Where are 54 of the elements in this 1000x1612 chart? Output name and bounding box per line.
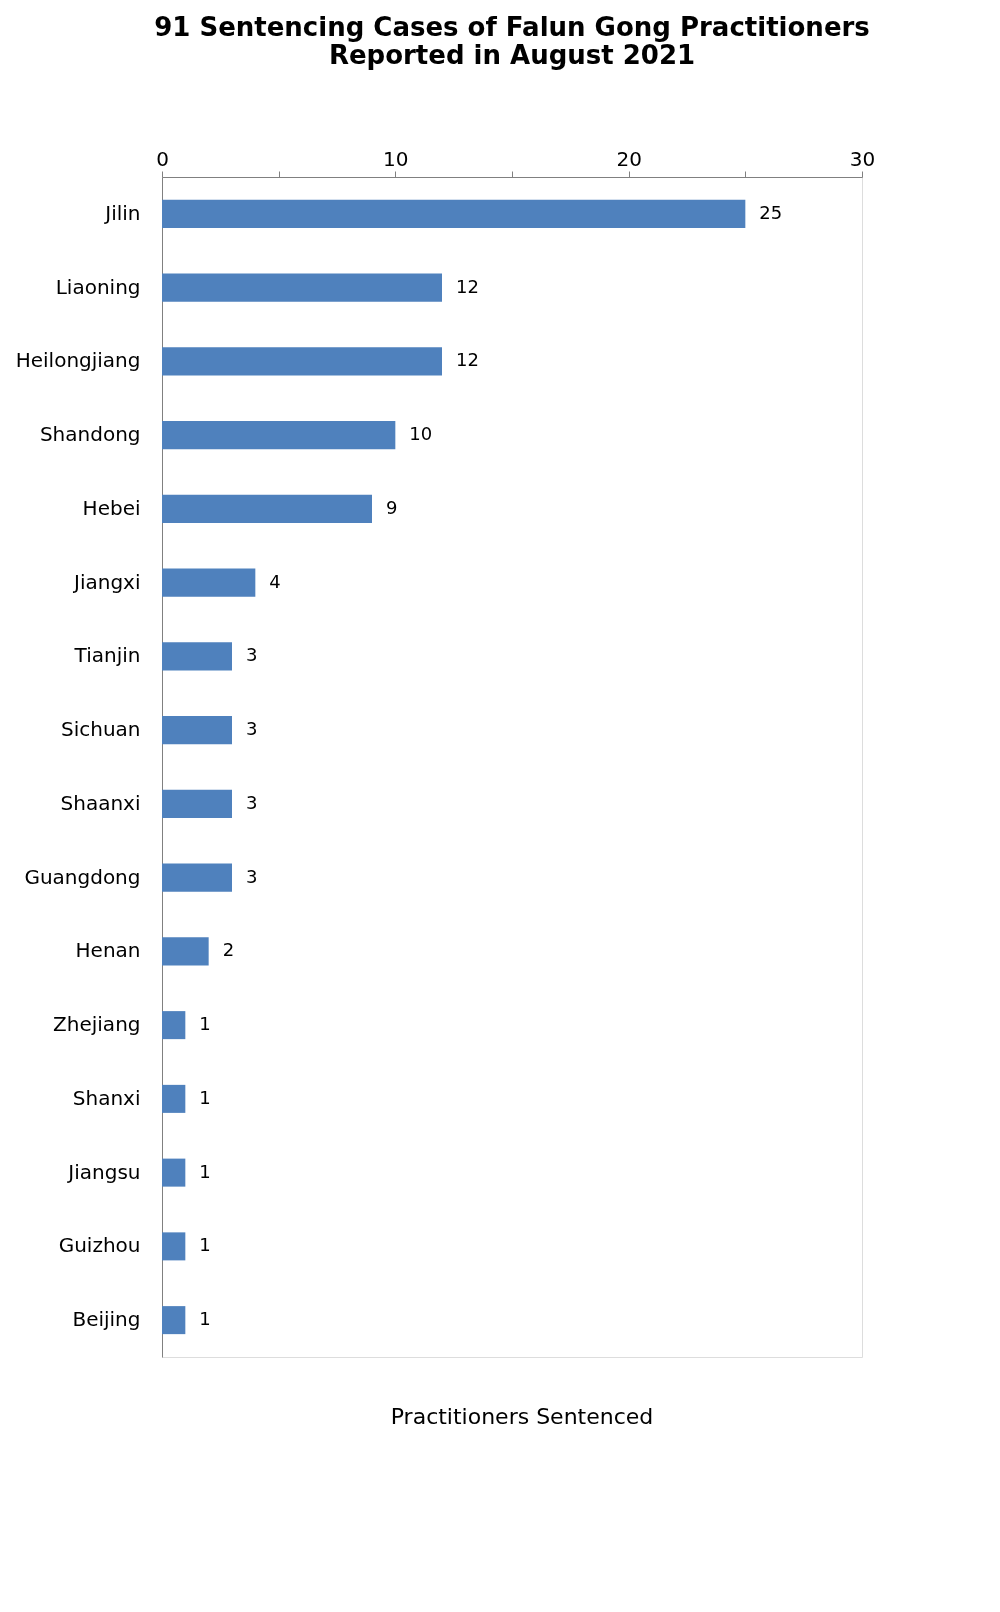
y-tick-label: Beijing bbox=[72, 1307, 141, 1332]
y-tick-label: Shanxi bbox=[72, 1085, 141, 1110]
y-tick-label: Shaanxi bbox=[60, 790, 141, 815]
bar bbox=[162, 789, 232, 818]
y-tick-label: Guizhou bbox=[58, 1233, 141, 1258]
data-label: 9 bbox=[386, 496, 398, 518]
x-axis-title: Practitioners Sentenced bbox=[390, 1404, 654, 1429]
y-tick-label: Jilin bbox=[103, 200, 141, 225]
y-tick-label: Henan bbox=[75, 938, 141, 963]
data-label: 25 bbox=[759, 201, 783, 223]
bar bbox=[162, 421, 396, 450]
bar bbox=[162, 1158, 186, 1187]
bar bbox=[162, 199, 746, 228]
bar bbox=[162, 1084, 186, 1113]
y-tick-label: Tianjin bbox=[73, 643, 141, 668]
y-tick-label: Sichuan bbox=[60, 717, 141, 742]
data-label: 12 bbox=[456, 349, 479, 371]
y-tick-label: Jiangxi bbox=[72, 569, 141, 594]
bar bbox=[162, 1306, 186, 1335]
x-tick-label: 0 bbox=[156, 146, 169, 171]
y-tick-label: Shandong bbox=[39, 422, 141, 447]
data-label: 1 bbox=[199, 1086, 211, 1108]
bar bbox=[162, 937, 209, 966]
data-label: 3 bbox=[246, 791, 258, 813]
bar bbox=[162, 642, 232, 671]
y-tick-label: Zhejiang bbox=[53, 1012, 141, 1037]
x-tick-label: 30 bbox=[849, 146, 876, 171]
y-tick-label: Heilongjiang bbox=[15, 348, 141, 373]
data-label: 1 bbox=[199, 1160, 211, 1182]
bar bbox=[162, 1011, 186, 1040]
data-label: 4 bbox=[269, 570, 281, 592]
bar bbox=[162, 568, 256, 597]
y-tick-label: Hebei bbox=[82, 495, 141, 520]
bar bbox=[162, 494, 372, 523]
data-label: 12 bbox=[456, 275, 479, 297]
data-label: 10 bbox=[409, 423, 433, 445]
bar bbox=[162, 1232, 186, 1261]
x-tick-label: 20 bbox=[616, 146, 642, 171]
x-tick-label: 10 bbox=[383, 146, 409, 171]
data-label: 1 bbox=[199, 1013, 211, 1035]
bar bbox=[162, 716, 232, 745]
bar bbox=[162, 863, 232, 892]
data-label: 3 bbox=[246, 865, 258, 887]
y-tick-label: Liaoning bbox=[55, 274, 141, 299]
data-label: 1 bbox=[199, 1308, 211, 1330]
data-label: 3 bbox=[246, 644, 258, 666]
chart-title: 91 Sentencing Cases of Falun Gong Practitioners Reported in August 2021 bbox=[154, 12, 870, 70]
data-label: 3 bbox=[246, 718, 258, 740]
y-tick-label: Jiangsu bbox=[66, 1159, 141, 1184]
y-tick-label: Guangdong bbox=[24, 864, 141, 889]
data-label: 1 bbox=[199, 1234, 211, 1256]
bar bbox=[162, 273, 442, 302]
data-label: 2 bbox=[222, 939, 235, 961]
bar bbox=[162, 347, 442, 376]
